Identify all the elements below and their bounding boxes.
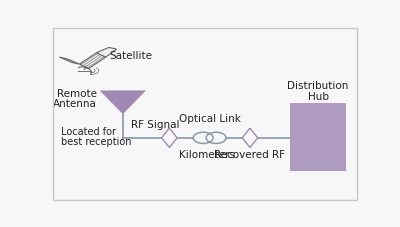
Text: Located for: Located for (61, 126, 116, 136)
Circle shape (206, 133, 226, 144)
Text: Hub: Hub (308, 91, 329, 101)
Text: Remote: Remote (56, 89, 96, 99)
Text: Optical Link: Optical Link (179, 113, 240, 123)
Polygon shape (59, 58, 80, 65)
Polygon shape (80, 53, 106, 69)
Polygon shape (242, 129, 258, 148)
Text: Satellite: Satellite (109, 51, 152, 61)
Bar (290, 103, 346, 171)
Text: Kilometers: Kilometers (178, 149, 234, 159)
Polygon shape (100, 91, 146, 115)
Polygon shape (96, 48, 117, 58)
Text: Recovered RF: Recovered RF (214, 149, 286, 159)
Text: best reception: best reception (61, 137, 131, 147)
Text: RF Signal: RF Signal (131, 120, 179, 130)
Polygon shape (162, 129, 177, 148)
Circle shape (193, 133, 213, 144)
Text: Antenna: Antenna (53, 98, 96, 108)
Text: Distribution: Distribution (288, 81, 349, 91)
